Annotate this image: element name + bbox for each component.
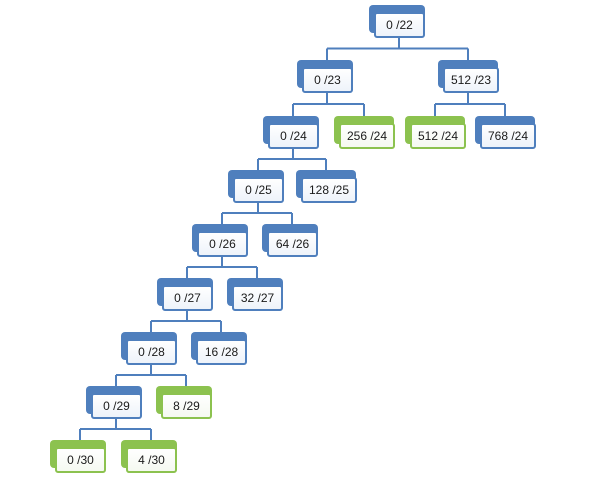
node-768-24: 768 /24 [475,116,536,149]
node-label: 0 /28 [126,339,177,365]
node-0-30: 0 /30 [50,440,110,473]
node-label: 0 /23 [302,67,353,93]
node-256-24: 256 /24 [334,116,395,149]
node-16-28: 16 /28 [191,332,251,365]
node-label: 0 /27 [162,285,213,311]
node-label: 32 /27 [232,285,283,311]
node-0-22: 0 /22 [369,5,429,38]
node-label: 256 /24 [339,123,395,149]
node-0-25: 0 /25 [228,170,288,203]
node-label: 128 /25 [301,177,357,203]
node-label: 64 /26 [267,231,318,257]
node-0-29: 0 /29 [86,386,146,419]
node-0-27: 0 /27 [157,278,217,311]
node-label: 0 /22 [374,12,425,38]
node-label: 0 /26 [197,231,248,257]
node-64-26: 64 /26 [262,224,322,257]
node-label: 8 /29 [161,393,212,419]
node-0-26: 0 /26 [192,224,252,257]
node-4-30: 4 /30 [121,440,181,473]
node-512-23: 512 /23 [438,60,499,93]
node-label: 0 /25 [233,177,284,203]
node-label: 16 /28 [196,339,247,365]
node-label: 0 /24 [268,123,319,149]
node-label: 0 /30 [55,447,106,473]
node-label: 768 /24 [480,123,536,149]
node-8-29: 8 /29 [156,386,216,419]
node-label: 4 /30 [126,447,177,473]
node-32-27: 32 /27 [227,278,287,311]
node-label: 512 /23 [443,67,499,93]
node-0-23: 0 /23 [297,60,357,93]
node-128-25: 128 /25 [296,170,357,203]
node-label: 512 /24 [410,123,466,149]
node-0-24: 0 /24 [263,116,323,149]
node-0-28: 0 /28 [121,332,181,365]
node-label: 0 /29 [91,393,142,419]
node-512-24: 512 /24 [405,116,466,149]
